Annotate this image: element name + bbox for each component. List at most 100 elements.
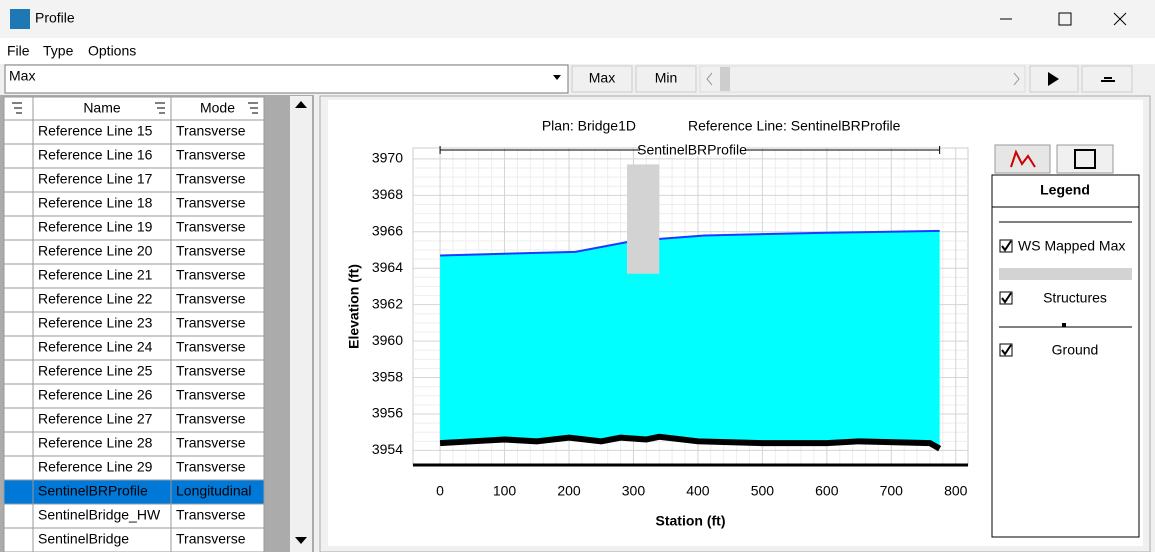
table-cell[interactable] — [170, 383, 265, 409]
close-button[interactable] — [1113, 12, 1127, 26]
toolbar-button-label: Min — [655, 70, 678, 86]
table-cell-text: Reference Line 18 — [38, 195, 153, 211]
table-cell-text: Transverse — [176, 147, 246, 163]
row-gutter[interactable] — [3, 479, 34, 505]
menu-item[interactable]: Options — [88, 43, 136, 59]
x-tick-label: 200 — [557, 483, 581, 499]
legend-check — [1001, 344, 1012, 356]
row-gutter[interactable] — [3, 335, 34, 361]
table-cell[interactable] — [170, 287, 265, 313]
row-gutter[interactable] — [3, 143, 34, 169]
y-tick-label: 3964 — [372, 259, 403, 275]
x-tick-label: 800 — [944, 483, 968, 499]
table-cell[interactable] — [32, 335, 172, 361]
table-cell-text: Reference Line 19 — [38, 219, 153, 235]
toolbar-button-label: Max — [589, 70, 615, 86]
row-gutter[interactable] — [3, 191, 34, 217]
row-gutter[interactable] — [3, 311, 34, 337]
table-cell[interactable] — [170, 527, 265, 552]
table-cell-text: SentinelBRProfile — [38, 483, 148, 499]
row-gutter[interactable] — [3, 431, 34, 457]
table-cell[interactable] — [170, 503, 265, 529]
x-tick-label: 0 — [436, 483, 444, 499]
table-cell[interactable] — [32, 359, 172, 385]
table-cell-text: Reference Line 20 — [38, 243, 153, 259]
table-cell[interactable] — [170, 215, 265, 241]
structure — [627, 164, 660, 274]
table-cell[interactable] — [170, 119, 265, 145]
table-cell[interactable] — [170, 263, 265, 289]
window-title: Profile — [35, 10, 75, 26]
table-cell-text: Transverse — [176, 387, 246, 403]
row-gutter[interactable] — [3, 239, 34, 265]
filter-icon — [248, 102, 258, 114]
table-cell-text: Transverse — [176, 315, 246, 331]
dropdown-arrow[interactable] — [553, 75, 561, 80]
y-axis-title: Elevation (ft) — [346, 264, 362, 349]
table-scrollbar[interactable] — [290, 96, 312, 552]
table-cell[interactable] — [32, 479, 172, 505]
maximize-button[interactable] — [1058, 12, 1072, 26]
toolbar-button[interactable] — [635, 65, 697, 93]
row-gutter[interactable] — [3, 407, 34, 433]
row-gutter[interactable] — [3, 263, 34, 289]
legend-swatch — [1062, 323, 1066, 327]
filter-icon — [12, 102, 22, 114]
scroll-arrows[interactable] — [706, 72, 1020, 86]
y-tick-label: 3966 — [372, 223, 403, 239]
table-cell-text: Reference Line 21 — [38, 267, 153, 283]
x-tick-label: 600 — [815, 483, 839, 499]
table-cell-text: Transverse — [176, 195, 246, 211]
table-cell[interactable] — [170, 191, 265, 217]
legend-check — [1001, 240, 1012, 252]
table-cell[interactable] — [32, 263, 172, 289]
legend-title: Legend — [1040, 182, 1090, 198]
menu-item[interactable]: Type — [43, 43, 74, 59]
scroll-thumb[interactable] — [720, 67, 730, 91]
table-cell-text: Longitudinal — [176, 483, 252, 499]
menu-item[interactable]: File — [7, 43, 30, 59]
row-gutter[interactable] — [3, 287, 34, 313]
table-cell[interactable] — [170, 407, 265, 433]
table-cell[interactable] — [32, 287, 172, 313]
x-tick-label: 700 — [880, 483, 904, 499]
dropdown-value: Max — [9, 68, 35, 84]
table-cell-text: Reference Line 23 — [38, 315, 153, 331]
table-cell-text: SentinelBridge_HW — [38, 507, 161, 523]
table-cell[interactable] — [170, 359, 265, 385]
table-cell[interactable] — [32, 119, 172, 145]
y-tick-label: 3958 — [372, 368, 403, 384]
row-gutter[interactable] — [3, 455, 34, 481]
table-cell-text: Transverse — [176, 243, 246, 259]
x-tick-label: 300 — [622, 483, 646, 499]
toolbar-button[interactable] — [571, 65, 633, 93]
table-cell[interactable] — [170, 239, 265, 265]
scroll-track[interactable] — [699, 65, 1026, 93]
table-cell[interactable] — [32, 311, 172, 337]
table-cell-text: Reference Line 25 — [38, 363, 153, 379]
row-gutter[interactable] — [3, 359, 34, 385]
chart-tab-icon — [1010, 149, 1036, 168]
legend-swatch — [999, 268, 1132, 280]
table-cell[interactable] — [32, 215, 172, 241]
table-cell[interactable] — [32, 239, 172, 265]
annotation-bg — [640, 144, 745, 156]
dropdown[interactable] — [4, 64, 569, 94]
row-gutter[interactable] — [3, 119, 34, 145]
options-icon — [1101, 77, 1115, 82]
row-gutter[interactable] — [3, 527, 34, 552]
table-cell[interactable] — [170, 335, 265, 361]
table-cell[interactable] — [32, 191, 172, 217]
table-cell[interactable] — [32, 527, 172, 552]
row-gutter[interactable] — [3, 383, 34, 409]
chart-title: Plan: Bridge1D — [542, 118, 636, 134]
table-cell-text: Transverse — [176, 507, 246, 523]
chart-tab[interactable] — [994, 144, 1051, 174]
ws-line — [440, 229, 940, 257]
table-cell-text: Reference Line 15 — [38, 123, 153, 139]
row-gutter[interactable] — [3, 503, 34, 529]
table-tab-icon — [1074, 149, 1096, 169]
row-gutter[interactable] — [3, 167, 34, 193]
row-gutter[interactable] — [3, 215, 34, 241]
